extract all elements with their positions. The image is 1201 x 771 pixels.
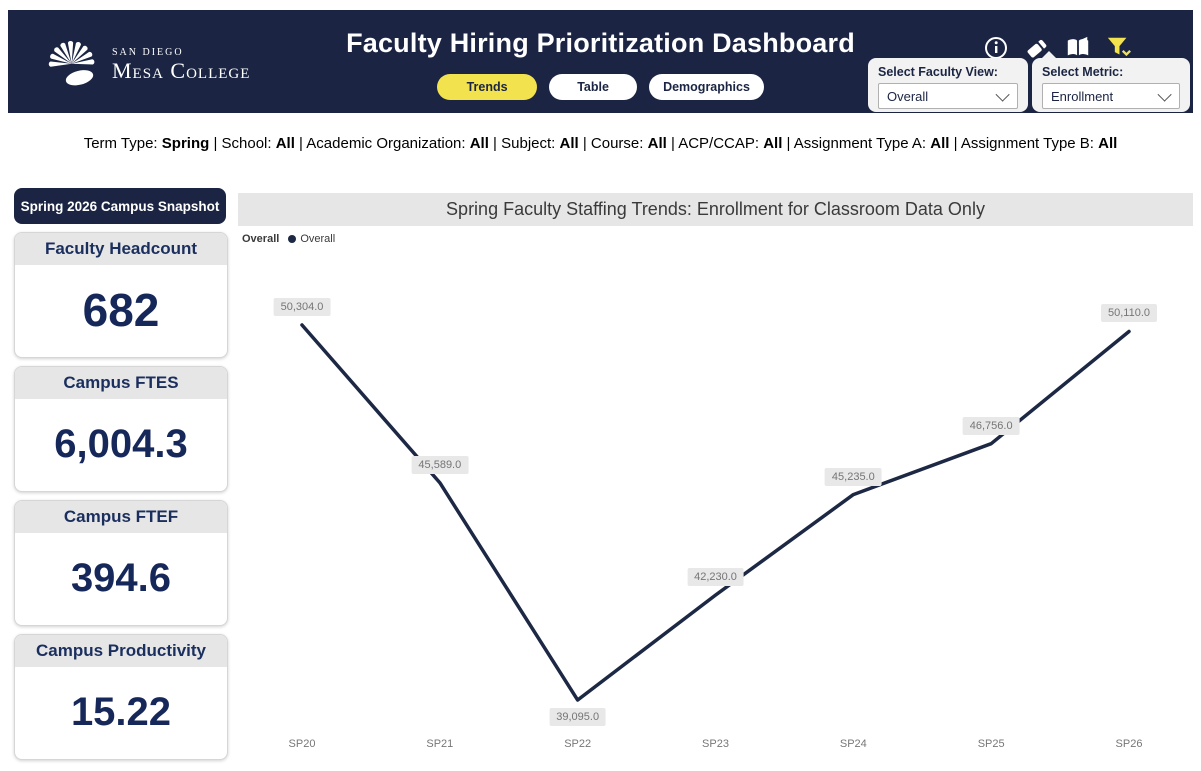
legend-item-overall[interactable]: Overall xyxy=(288,233,335,245)
filter-label: ACP/CCAP: xyxy=(678,135,764,152)
tab-trends[interactable]: Trends xyxy=(437,74,538,100)
kpi-value: 15.22 xyxy=(70,689,172,734)
filter-label: Term Type: xyxy=(83,135,162,152)
data-label: 45,589.0 xyxy=(411,455,469,474)
x-axis-label: SP26 xyxy=(1115,738,1143,750)
filter-label: Academic Organization: xyxy=(306,135,470,152)
x-axis-label: SP22 xyxy=(564,738,592,750)
kpi-title: Faculty Headcount xyxy=(15,233,227,265)
metric-label: Select Metric: xyxy=(1042,65,1124,79)
header-icon-row xyxy=(983,34,1132,62)
kpi-card-campus-ftef: Campus FTEF 394.6 xyxy=(14,500,228,626)
filter-value: All xyxy=(647,135,667,152)
chart-legend: Overall Overall xyxy=(242,233,335,245)
trend-line-series-overall xyxy=(300,323,1131,702)
filter-separator: | xyxy=(209,135,222,152)
x-axis-label: SP21 xyxy=(426,738,454,750)
legend-dot-icon xyxy=(288,235,297,243)
chart-title: Spring Faculty Staffing Trends: Enrollme… xyxy=(238,193,1193,226)
kpi-card-faculty-headcount: Faculty Headcount 682 xyxy=(14,232,228,358)
kpi-card-campus-ftes: Campus FTES 6,004.3 xyxy=(14,366,228,492)
chevron-down-icon xyxy=(1157,87,1172,102)
filter-value: Spring xyxy=(161,135,210,152)
trend-line-chart[interactable]: 50,304.0 SP20 45,589.0 SP21 39,095.0 SP22 42,2… xyxy=(240,250,1201,760)
filter-separator: | xyxy=(488,135,502,152)
logo-line2: Mesa College xyxy=(112,57,251,83)
filter-separator: | xyxy=(294,135,307,152)
filter-value: All xyxy=(1098,135,1118,152)
filter-value: All xyxy=(275,135,295,152)
app-header: SAN DIEGO Mesa College Faculty Hiring Pr… xyxy=(8,10,1193,113)
filter-icon[interactable] xyxy=(1106,35,1132,61)
data-label: 39,095.0 xyxy=(549,708,607,726)
x-axis-label: SP24 xyxy=(839,738,867,750)
filter-label: Assignment Type B: xyxy=(960,135,1099,152)
snapshot-header: Spring 2026 Campus Snapshot xyxy=(14,188,226,224)
view-tabs: Trends Table Demographics xyxy=(8,74,1193,100)
filter-separator: | xyxy=(666,135,679,152)
metric-value: Enrollment xyxy=(1051,88,1114,104)
college-logo: SAN DIEGO Mesa College xyxy=(48,34,250,95)
filter-separator: | xyxy=(782,135,794,152)
eraser-icon[interactable] xyxy=(1024,35,1050,61)
metric-dropdown-panel: Select Metric: Enrollment xyxy=(1032,51,1190,112)
faculty-view-label: Select Faculty View: xyxy=(878,65,998,79)
kpi-title: Campus FTES xyxy=(15,367,227,399)
trend-line-svg xyxy=(300,323,1131,702)
logo-line1: SAN DIEGO xyxy=(112,46,184,58)
filter-label: Subject: xyxy=(501,135,560,152)
page-title: Faculty Hiring Prioritization Dashboard xyxy=(346,28,855,58)
filter-summary-bar: Term Type: Spring | School: All | Academ… xyxy=(0,135,1201,152)
x-axis-label: SP25 xyxy=(977,738,1005,750)
metric-select[interactable]: Enrollment xyxy=(1042,83,1180,109)
filter-separator: | xyxy=(578,135,591,152)
tab-table[interactable]: Table xyxy=(549,74,638,100)
faculty-view-dropdown-panel: Select Faculty View: Overall xyxy=(868,58,1028,112)
x-axis-label: SP20 xyxy=(288,738,316,750)
shell-logo-icon xyxy=(48,34,104,95)
data-label: 46,756.0 xyxy=(962,416,1020,435)
tab-demographics[interactable]: Demographics xyxy=(649,74,764,100)
book-icon[interactable] xyxy=(1065,35,1091,61)
kpi-value: 394.6 xyxy=(70,555,172,600)
data-label: 50,110.0 xyxy=(1100,304,1158,323)
legend-title: Overall xyxy=(242,233,280,245)
legend-item-label: Overall xyxy=(300,233,336,245)
chevron-down-icon xyxy=(995,87,1010,102)
filter-label: School: xyxy=(221,135,276,152)
college-logo-text: SAN DIEGO Mesa College xyxy=(112,46,251,83)
filter-label: Assignment Type A: xyxy=(793,135,931,152)
data-label: 50,304.0 xyxy=(273,298,331,316)
panel-notch xyxy=(1042,51,1056,58)
kpi-title: Campus FTEF xyxy=(15,501,227,533)
filter-value: All xyxy=(763,135,783,152)
faculty-view-value: Overall xyxy=(887,88,929,104)
faculty-view-select[interactable]: Overall xyxy=(878,83,1018,109)
kpi-value: 6,004.3 xyxy=(54,421,188,466)
filter-separator: | xyxy=(949,135,961,152)
filter-value: All xyxy=(559,135,579,152)
data-label: 45,235.0 xyxy=(824,467,882,486)
x-axis-label: SP23 xyxy=(702,738,729,750)
data-label: 42,230.0 xyxy=(687,568,744,587)
kpi-value: 682 xyxy=(82,284,160,336)
filter-value: All xyxy=(930,135,950,152)
filter-value: All xyxy=(469,135,489,152)
kpi-card-campus-productivity: Campus Productivity 15.22 xyxy=(14,634,228,760)
kpi-title: Campus Productivity xyxy=(15,635,227,667)
filter-label: Course: xyxy=(590,135,648,152)
